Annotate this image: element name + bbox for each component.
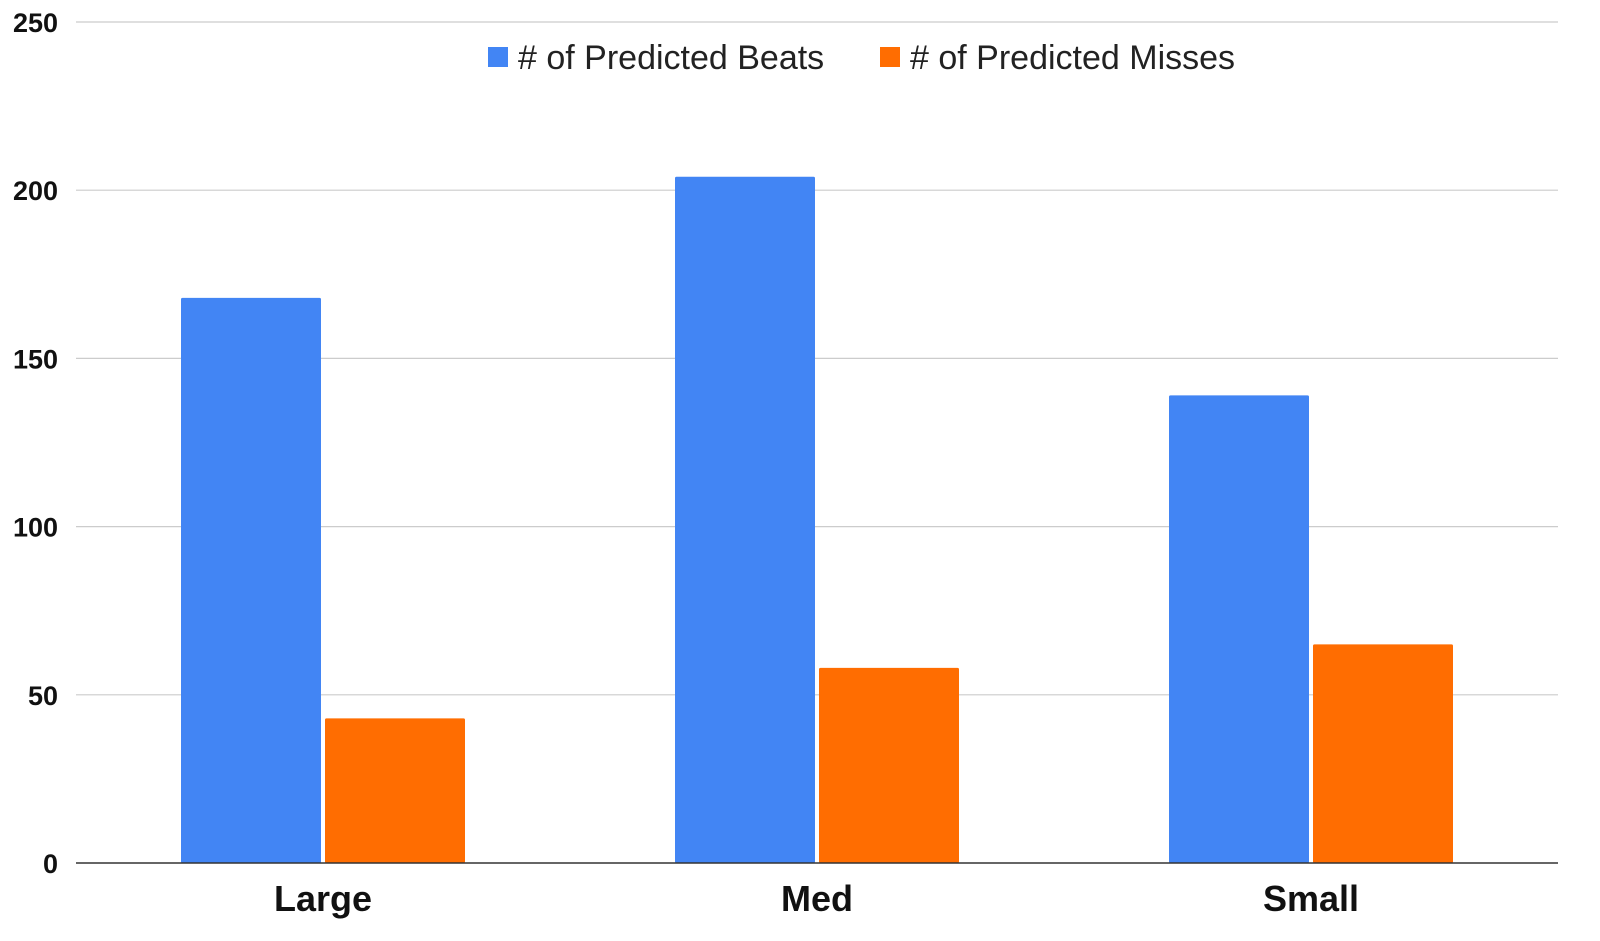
legend-label-predicted-misses: # of Predicted Misses: [910, 39, 1235, 77]
bar-small-predicted-misses: [1313, 644, 1453, 863]
legend-swatch-predicted-misses: [880, 47, 900, 67]
legend: # of Predicted Beats # of Predicted Miss…: [488, 39, 1235, 77]
x-category-label-small: Small: [1263, 878, 1359, 919]
x-category-label-large: Large: [274, 878, 372, 919]
bar-large-predicted-beats: [181, 297, 321, 863]
y-tick-label-100: 100: [13, 513, 58, 543]
x-category-label-med: Med: [781, 878, 853, 919]
y-tick-label-200: 200: [13, 176, 58, 206]
legend-label-predicted-beats: # of Predicted Beats: [518, 39, 824, 77]
y-axis-tick-labels: 0 50 100 150 200 250: [13, 8, 58, 879]
y-tick-label-250: 250: [13, 8, 58, 38]
bar-small-predicted-beats: [1169, 395, 1309, 863]
y-tick-label-0: 0: [43, 849, 58, 879]
bar-large-predicted-misses: [325, 718, 465, 863]
bar-med-predicted-misses: [819, 667, 959, 863]
bars: [181, 176, 1453, 863]
y-tick-label-50: 50: [28, 681, 58, 711]
bar-med-predicted-beats: [675, 176, 815, 863]
x-axis-category-labels: Large Med Small: [274, 878, 1359, 919]
legend-swatch-predicted-beats: [488, 47, 508, 67]
gridlines: [76, 21, 1558, 696]
y-tick-label-150: 150: [13, 344, 58, 374]
